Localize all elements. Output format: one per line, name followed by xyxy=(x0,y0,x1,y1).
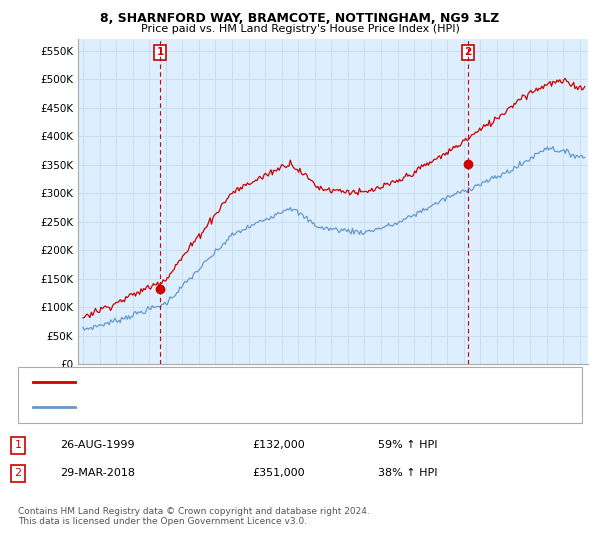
Text: HPI: Average price, detached house, Broxtowe: HPI: Average price, detached house, Brox… xyxy=(81,402,312,412)
Text: 1: 1 xyxy=(157,48,164,57)
Text: £351,000: £351,000 xyxy=(252,468,305,478)
Text: 1: 1 xyxy=(14,440,22,450)
Text: 26-AUG-1999: 26-AUG-1999 xyxy=(60,440,134,450)
Text: 8, SHARNFORD WAY, BRAMCOTE, NOTTINGHAM, NG9 3LZ (detached house): 8, SHARNFORD WAY, BRAMCOTE, NOTTINGHAM, … xyxy=(81,377,458,388)
Text: Price paid vs. HM Land Registry's House Price Index (HPI): Price paid vs. HM Land Registry's House … xyxy=(140,24,460,34)
Text: 59% ↑ HPI: 59% ↑ HPI xyxy=(378,440,437,450)
Text: 2: 2 xyxy=(14,468,22,478)
Text: Contains HM Land Registry data © Crown copyright and database right 2024.
This d: Contains HM Land Registry data © Crown c… xyxy=(18,507,370,526)
Text: £132,000: £132,000 xyxy=(252,440,305,450)
Text: 2: 2 xyxy=(464,48,472,57)
Text: 8, SHARNFORD WAY, BRAMCOTE, NOTTINGHAM, NG9 3LZ: 8, SHARNFORD WAY, BRAMCOTE, NOTTINGHAM, … xyxy=(100,12,500,25)
Text: 38% ↑ HPI: 38% ↑ HPI xyxy=(378,468,437,478)
Text: 29-MAR-2018: 29-MAR-2018 xyxy=(60,468,135,478)
